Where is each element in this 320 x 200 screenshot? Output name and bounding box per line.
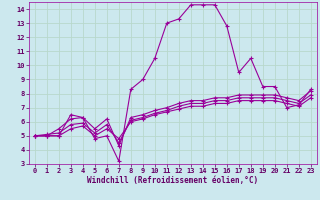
X-axis label: Windchill (Refroidissement éolien,°C): Windchill (Refroidissement éolien,°C) bbox=[87, 176, 258, 185]
